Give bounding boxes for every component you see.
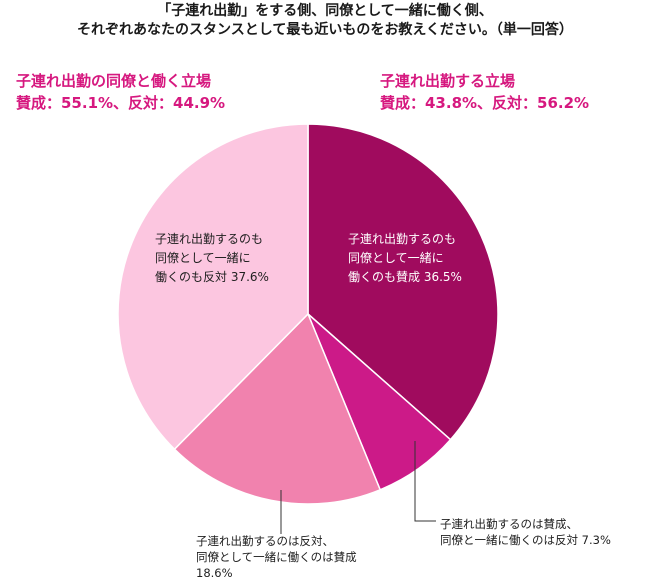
summary-parent-heading: 子連れ出勤する立場	[380, 72, 516, 90]
slice-label: 子連れ出勤するのも同僚として一緒に働くのも賛成 36.5%	[348, 232, 462, 284]
slice-label-line: 子連れ出勤するのも	[348, 232, 456, 246]
title-line-2: それぞれあなたのスタンスとして最も近いものをお教えください。（単一回答）	[77, 22, 573, 38]
slice-label-line: 子連れ出勤するのも	[155, 232, 263, 246]
slice-label-line: 働くのも賛成 36.5%	[348, 270, 462, 284]
pie-slices	[117, 123, 499, 505]
slice-oppose-bring-favor-colleague	[173, 312, 382, 505]
summary-colleague-heading: 子連れ出勤の同僚と働く立場	[16, 72, 212, 90]
slice-label-line: 同僚として一緒に働くのは賛成	[196, 550, 357, 564]
slice-both-favor	[307, 123, 499, 441]
slice-label-line: 同僚として一緒に	[155, 250, 251, 265]
slice-label: 子連れ出勤するのも同僚として一緒に働くのも反対 37.6%	[155, 232, 269, 284]
summary-parent-stance: 子連れ出勤する立場 賛成：43.8%、反対：56.2%	[380, 70, 589, 114]
chart-title: 「子連れ出勤」をする側、同僚として一緒に働く側、 それぞれあなたのスタンスとして…	[0, 2, 650, 40]
summary-colleague-stance: 子連れ出勤の同僚と働く立場 賛成：55.1%、反対：44.9%	[16, 70, 225, 114]
slice-label-line: 同僚と一緒に働くのは反対 7.3%	[440, 533, 611, 547]
slice-label: 子連れ出勤するのは反対、同僚として一緒に働くのは賛成 18.6%	[196, 534, 357, 580]
slice-label-line: 18.6%	[196, 566, 233, 580]
slice-label-line: 働くのも反対 37.6%	[155, 270, 269, 284]
slice-label-line: 同僚として一緒に	[348, 250, 444, 265]
pie-labels: 子連れ出勤するのも同僚として一緒に働くのも賛成 36.5%子連れ出勤するのは賛成…	[155, 232, 611, 580]
slice-label-line: 子連れ出勤するのは賛成、	[440, 517, 578, 531]
summary-parent-values: 賛成：43.8%、反対：56.2%	[380, 94, 590, 112]
summary-colleague-values: 賛成：55.1%、反対：44.9%	[16, 94, 226, 112]
leader-line	[414, 441, 436, 522]
slice-label-line: 子連れ出勤するのは反対、	[196, 534, 334, 548]
slice-both-oppose	[117, 123, 309, 451]
title-line-1: 「子連れ出勤」をする側、同僚として一緒に働く側、	[157, 3, 493, 19]
slice-label: 子連れ出勤するのは賛成、同僚と一緒に働くのは反対 7.3%	[440, 517, 611, 547]
